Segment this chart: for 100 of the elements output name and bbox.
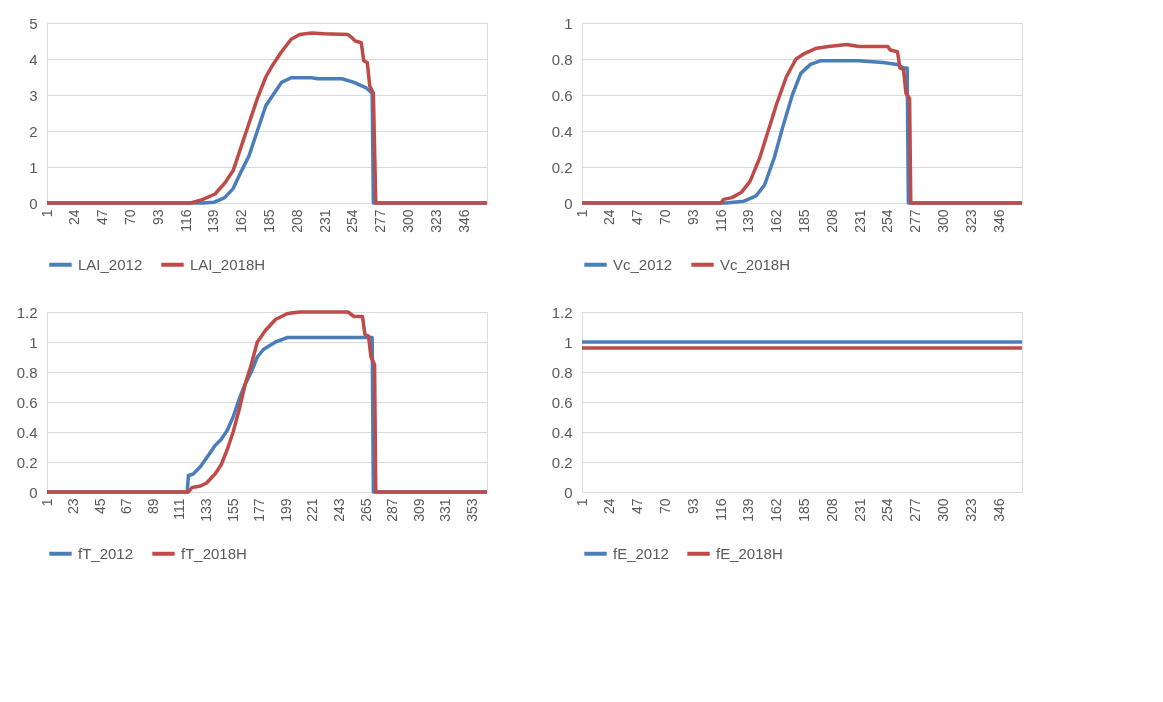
x-tick-label: 208 [823, 209, 840, 233]
x-tick-label: 93 [684, 498, 701, 515]
y-tick-label: 1 [29, 333, 38, 351]
x-tick-label: 231 [851, 498, 868, 522]
x-tick-label: 93 [149, 209, 166, 226]
x-tick-label: 93 [684, 209, 701, 226]
x-tick-label: 185 [795, 209, 812, 233]
legend-label: Vc_2012 [613, 255, 673, 273]
x-tick-label: 139 [740, 209, 757, 233]
x-tick-label: 277 [907, 209, 924, 233]
x-tick-label: 162 [233, 209, 250, 233]
y-tick-label: 1 [29, 158, 38, 176]
x-tick-label: 116 [177, 209, 194, 232]
x-tick-label: 346 [990, 498, 1007, 522]
x-tick-label: 231 [851, 209, 868, 233]
legend-label: fT_2018H [181, 544, 247, 562]
x-tick-label: 254 [879, 498, 896, 522]
x-tick-label: 331 [437, 498, 454, 522]
y-tick-label: 1.2 [16, 303, 38, 321]
x-tick-label: 323 [962, 498, 979, 522]
x-tick-label: 346 [455, 209, 472, 233]
y-tick-label: 0.6 [551, 86, 573, 104]
x-tick-label: 162 [768, 498, 785, 522]
x-tick-label: 309 [410, 498, 427, 522]
x-tick-label: 323 [962, 209, 979, 233]
x-tick-label: 185 [260, 209, 277, 233]
x-tick-label: 254 [344, 209, 361, 233]
y-tick-label: 0.6 [551, 393, 573, 411]
y-tick-label: 1 [564, 14, 573, 32]
x-tick-label: 139 [740, 498, 757, 522]
legend-label: fE_2018H [716, 544, 783, 562]
x-tick-label: 243 [331, 498, 348, 522]
x-tick-label: 67 [118, 498, 135, 515]
y-tick-label: 0.2 [551, 453, 573, 471]
y-tick-label: 0 [29, 194, 38, 212]
y-tick-label: 0.6 [16, 393, 38, 411]
y-tick-label: 3 [29, 86, 38, 104]
x-tick-label: 47 [629, 209, 646, 226]
x-tick-label: 24 [601, 498, 618, 515]
x-tick-label: 254 [879, 209, 896, 233]
legend-label: LAI_2012 [78, 255, 143, 273]
x-tick-label: 199 [277, 498, 294, 522]
x-tick-label: 353 [463, 498, 480, 522]
x-tick-label: 346 [990, 209, 1007, 233]
x-tick-label: 133 [198, 498, 215, 522]
legend-label: fT_2012 [78, 544, 134, 562]
x-tick-label: 300 [934, 498, 951, 522]
x-tick-label: 139 [205, 209, 222, 233]
x-tick-label: 323 [427, 209, 444, 233]
x-tick-label: 277 [372, 209, 389, 233]
x-tick-label: 1 [573, 209, 590, 218]
x-tick-label: 1 [38, 209, 55, 218]
y-tick-label: 5 [29, 14, 38, 32]
y-tick-label: 0.4 [16, 423, 38, 441]
legend-label: Vc_2018H [720, 255, 791, 273]
x-tick-label: 116 [712, 209, 729, 232]
x-tick-label: 277 [907, 498, 924, 522]
x-tick-label: 70 [121, 209, 138, 226]
x-tick-label: 47 [94, 209, 111, 226]
x-tick-label: 208 [288, 209, 305, 233]
x-tick-label: 47 [629, 498, 646, 515]
y-tick-label: 0.2 [551, 158, 573, 176]
line-series [45, 31, 489, 205]
x-tick-label: 70 [656, 209, 673, 226]
x-tick-label: 45 [91, 498, 108, 515]
y-tick-label: 0.4 [551, 423, 573, 441]
x-tick-label: 89 [144, 498, 161, 515]
y-tick-label: 4 [29, 50, 38, 68]
legend-label: fE_2012 [613, 544, 669, 562]
x-tick-label: 155 [224, 498, 241, 522]
legend-label: LAI_2018H [190, 255, 266, 273]
y-tick-label: 0.8 [16, 363, 38, 381]
y-tick-label: 0 [564, 194, 573, 212]
x-tick-label: 177 [251, 498, 268, 522]
y-tick-label: 0.4 [551, 122, 573, 140]
x-tick-label: 221 [304, 498, 321, 522]
y-tick-label: 0.2 [16, 453, 38, 471]
x-tick-label: 23 [65, 498, 82, 515]
x-tick-label: 24 [66, 209, 83, 226]
x-tick-label: 300 [934, 209, 951, 233]
x-tick-label: 287 [384, 498, 401, 522]
x-tick-label: 1 [38, 498, 55, 507]
x-tick-label: 111 [171, 498, 188, 520]
y-tick-label: 1 [564, 333, 573, 351]
x-tick-label: 70 [656, 498, 673, 515]
y-tick-label: 2 [29, 122, 38, 140]
y-tick-label: 0.8 [551, 50, 573, 68]
x-tick-label: 162 [768, 209, 785, 233]
x-tick-label: 1 [573, 498, 590, 507]
x-tick-label: 185 [795, 498, 812, 522]
x-tick-label: 116 [712, 498, 729, 521]
x-tick-label: 208 [823, 498, 840, 522]
y-tick-label: 0 [564, 483, 573, 501]
y-tick-label: 0 [29, 483, 38, 501]
y-tick-label: 0.8 [551, 363, 573, 381]
x-tick-label: 300 [399, 209, 416, 233]
x-tick-label: 265 [357, 498, 374, 522]
y-tick-label: 1.2 [551, 303, 573, 321]
x-tick-label: 24 [601, 209, 618, 226]
x-tick-label: 231 [316, 209, 333, 233]
